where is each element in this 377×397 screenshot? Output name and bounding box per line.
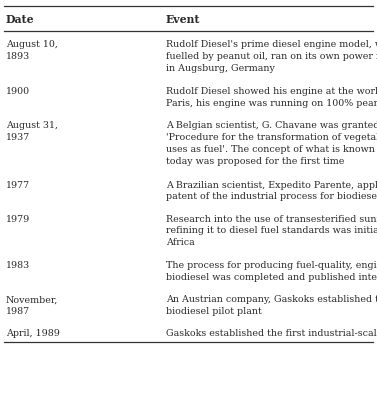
Text: April, 1989: April, 1989: [6, 330, 60, 338]
Text: Rudolf Diesel's prime diesel engine model, which was
fuelled by peanut oil, ran : Rudolf Diesel's prime diesel engine mode…: [166, 40, 377, 73]
Text: August 10,
1893: August 10, 1893: [6, 40, 58, 61]
Text: 1979: 1979: [6, 215, 30, 224]
Text: The process for producing fuel-quality, engine tested
biodiesel was completed an: The process for producing fuel-quality, …: [166, 261, 377, 282]
Text: 1977: 1977: [6, 181, 30, 190]
Text: Research into the use of transesterified sunflower oil and
refining it to diesel: Research into the use of transesterified…: [166, 215, 377, 247]
Text: A Belgian scientist, G. Chavane was granted a patent for a
'Procedure for the tr: A Belgian scientist, G. Chavane was gran…: [166, 121, 377, 166]
Text: 1900: 1900: [6, 87, 30, 96]
Text: An Austrian company, Gaskoks established the first
biodiesel pilot plant: An Austrian company, Gaskoks established…: [166, 295, 377, 316]
Text: Event: Event: [166, 14, 201, 25]
Text: August 31,
1937: August 31, 1937: [6, 121, 58, 142]
Text: A Brazilian scientist, Expedito Parente, applied for the first
patent of the ind: A Brazilian scientist, Expedito Parente,…: [166, 181, 377, 201]
Text: Gaskoks established the first industrial-scale plant: Gaskoks established the first industrial…: [166, 330, 377, 338]
Text: Rudolf Diesel showed his engine at the world exhibition in
Paris, his engine was: Rudolf Diesel showed his engine at the w…: [166, 87, 377, 108]
Text: Date: Date: [6, 14, 34, 25]
Text: 1983: 1983: [6, 261, 30, 270]
Text: November,
1987: November, 1987: [6, 295, 58, 316]
